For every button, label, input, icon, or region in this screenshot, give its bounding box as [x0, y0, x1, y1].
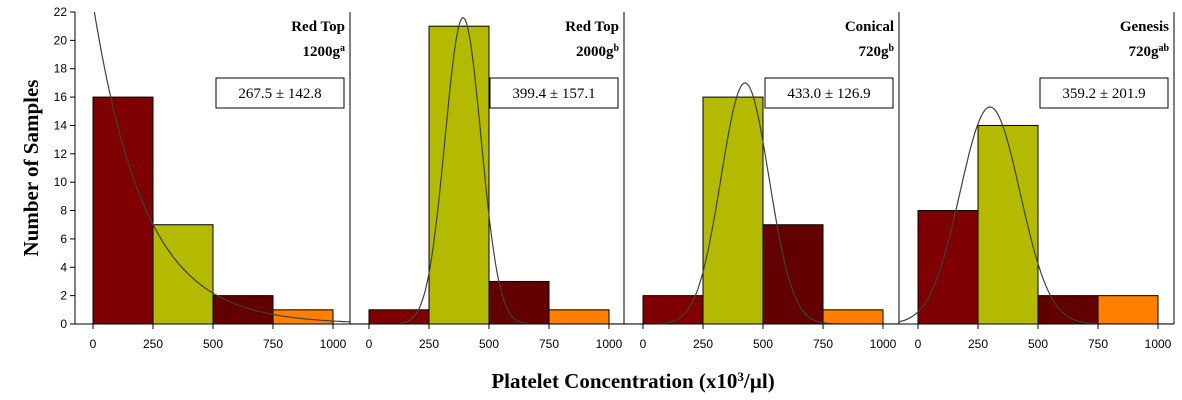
stat-box	[764, 77, 894, 109]
stat-label: 267.5 ± 142.8	[238, 86, 321, 102]
x-tick-label: 750	[1088, 337, 1108, 351]
fitted-curve	[93, 12, 350, 323]
x-tick-label: 500	[753, 337, 773, 351]
histogram-bar	[368, 309, 430, 325]
x-tick-label: 500	[203, 337, 223, 351]
stat-box	[489, 77, 619, 109]
histogram-bar	[1097, 295, 1159, 325]
x-tick-label: 250	[419, 337, 439, 351]
y-axis-title: Number of Samples	[19, 80, 43, 257]
x-tick-label: 1000	[870, 337, 897, 351]
x-axis-title: Platelet Concentration (x103/µl)	[491, 369, 774, 394]
panel-title-line2: 1200ga	[303, 43, 346, 61]
panel-title-superscript: a	[340, 43, 345, 54]
panel-title-line1: Red Top	[291, 19, 345, 35]
stat-label: 359.2 ± 201.9	[1062, 86, 1145, 102]
stat-label: 433.0 ± 126.9	[787, 86, 870, 102]
panel-title-line1: Red Top	[565, 19, 619, 35]
x-tick-label: 1000	[320, 337, 347, 351]
x-tick-label: 500	[1028, 337, 1048, 351]
x-tick-label: 750	[813, 337, 833, 351]
histogram-bar	[702, 96, 764, 325]
panel-title-line2: 2000gb	[576, 43, 620, 61]
x-tick-label: 750	[263, 337, 283, 351]
panel-title-superscript: b	[888, 43, 894, 54]
histogram-bar	[272, 309, 334, 325]
y-tick-label: 4	[60, 260, 67, 274]
histogram-bar	[488, 280, 550, 325]
panel-4: 0 250 500 750 1000 Genesis 720gab 359.2 ± 201.9	[899, 12, 1175, 351]
x-axis-title-main: Platelet Concentration (x10	[491, 369, 737, 393]
histogram-bar	[822, 309, 884, 325]
fitted-curve	[624, 82, 899, 324]
x-tick-label: 250	[693, 337, 713, 351]
y-tick-label: 18	[54, 62, 68, 76]
x-tick-label: 0	[90, 337, 97, 351]
panels-group: 0 2 4 6 8 10 12 14 16 18 20 22 0 250 500 750 1000 Red Top…	[54, 5, 1175, 351]
stat-box	[215, 77, 345, 109]
x-axis-title-unit: /µl)	[743, 369, 775, 393]
panel-2: 0 250 500 750 1000 Red Top 2000gb 399.4 ± 157.1	[350, 12, 625, 351]
y-tick-label: 12	[54, 147, 68, 161]
histogram-bar	[762, 224, 824, 325]
x-tick-label: 500	[479, 337, 499, 351]
panel-title-superscript: ab	[1158, 43, 1169, 54]
stat-box	[1039, 77, 1169, 109]
panel-title-label: 720g	[1128, 44, 1159, 60]
histogram-bar	[428, 25, 490, 325]
y-tick-label: 8	[60, 204, 67, 218]
x-tick-label: 1000	[596, 337, 623, 351]
x-tick-label: 250	[968, 337, 988, 351]
panel-3: 0 250 500 750 1000 Conical 720gb 433.0 ± 126.9	[624, 12, 900, 351]
x-tick-label: 0	[915, 337, 922, 351]
histogram-bar	[92, 96, 154, 325]
y-tick-label: 0	[60, 317, 67, 331]
x-axis-title-superscript: 3	[737, 369, 744, 384]
x-tick-label: 250	[143, 337, 163, 351]
fitted-curve	[899, 106, 1174, 324]
y-tick-label: 20	[54, 33, 68, 47]
panel-title-line1: Genesis	[1120, 19, 1169, 35]
histogram-bar	[977, 124, 1039, 325]
histogram-bar	[212, 295, 274, 325]
panel-title-superscript: b	[613, 43, 619, 54]
y-tick-label: 6	[60, 232, 67, 246]
y-tick-label: 16	[54, 90, 68, 104]
y-tick-label: 14	[54, 118, 68, 132]
x-tick-label: 0	[640, 337, 647, 351]
y-tick-label: 2	[60, 289, 67, 303]
stat-label: 399.4 ± 157.1	[512, 86, 595, 102]
panel-1: 0 250 500 750 1000 Red Top 1200ga 267.5 ± 142.8	[75, 12, 351, 351]
histogram-bar	[548, 309, 610, 325]
y-tick-label: 10	[54, 175, 68, 189]
panel-title-label: 1200g	[303, 44, 341, 60]
panel-title-label: 720g	[858, 44, 889, 60]
panel-title-line2: 720gb	[858, 43, 894, 61]
histogram-bar	[917, 210, 979, 325]
x-tick-label: 1000	[1145, 337, 1172, 351]
panel-title-label: 2000g	[576, 44, 614, 60]
panel-title-line2: 720gab	[1128, 43, 1169, 61]
y-tick-label: 22	[54, 5, 68, 19]
histogram-bar	[1037, 295, 1099, 325]
x-tick-label: 750	[539, 337, 559, 351]
x-tick-label: 0	[366, 337, 373, 351]
panel-title-line1: Conical	[845, 19, 894, 35]
